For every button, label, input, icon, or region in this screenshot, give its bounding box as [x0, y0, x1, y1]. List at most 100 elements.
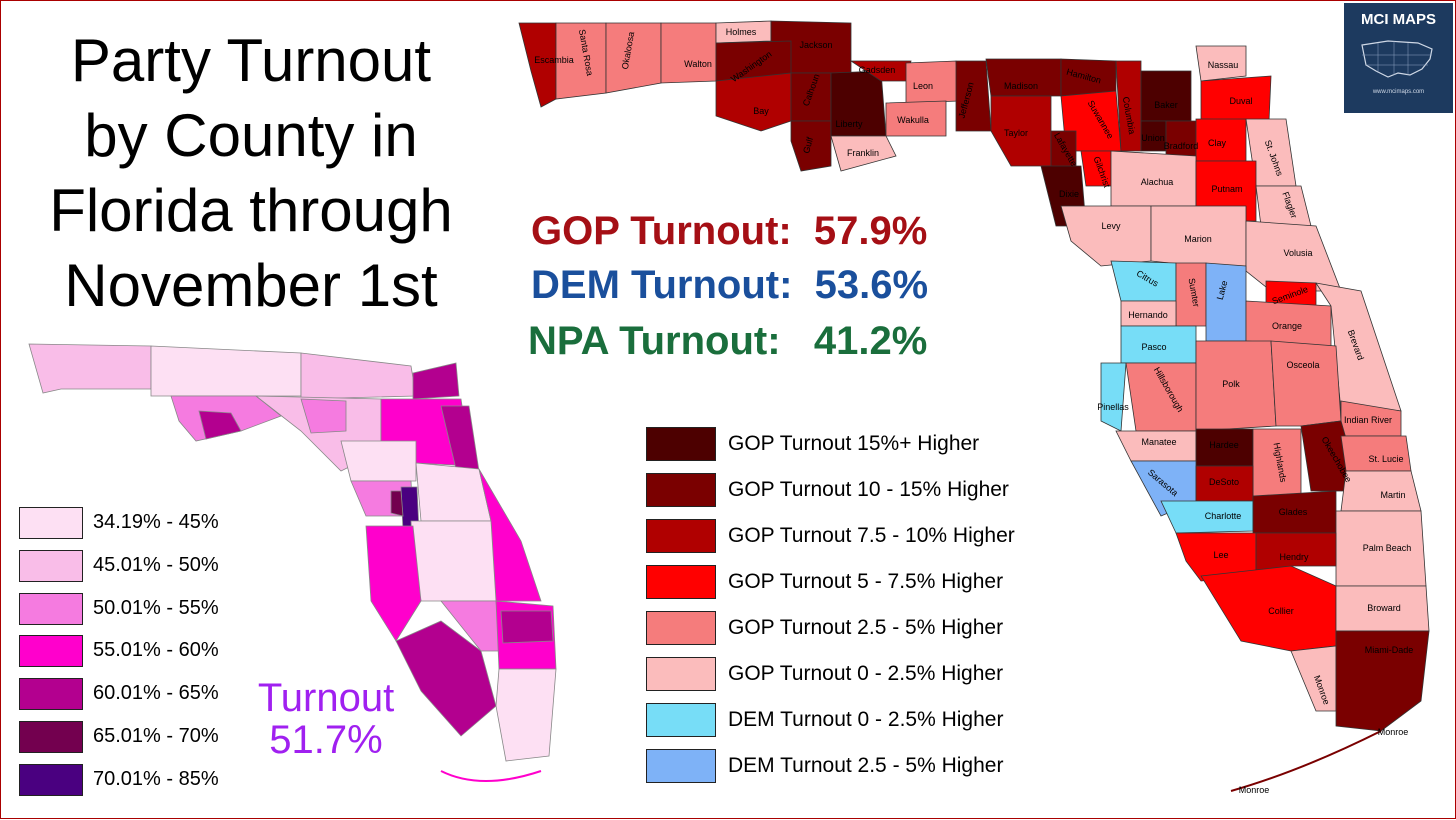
county-label: Dixie [1059, 189, 1079, 199]
county-wakulla [885, 100, 947, 137]
legend-label: 50.01% - 55% [93, 597, 219, 619]
county-label: Hernando [1128, 310, 1168, 320]
legend-swatch [646, 611, 716, 645]
county-label: Liberty [835, 119, 863, 129]
legend-label: GOP Turnout 5 - 7.5% Higher [728, 570, 1004, 593]
county-label: Duval [1229, 96, 1252, 106]
county-label: Monroe [1378, 727, 1409, 737]
legend-label: 34.19% - 45% [93, 511, 219, 533]
legend-label: 60.01% - 65% [93, 682, 219, 704]
county-label: Bay [753, 106, 769, 116]
legend-swatch [19, 507, 83, 539]
map-martin [500, 610, 554, 644]
overall-turnout-value: 51.7% [269, 718, 383, 762]
map-bay-area [198, 410, 242, 440]
legend-label: 70.01% - 85% [93, 768, 219, 790]
map-broward-dade [495, 668, 557, 762]
county-label: Indian River [1344, 415, 1392, 425]
county-label: Pasco [1141, 342, 1166, 352]
legend-label: 45.01% - 50% [93, 554, 219, 576]
county-label: Marion [1184, 234, 1212, 244]
county-gulf [790, 120, 832, 172]
county-label: Sumter [1187, 277, 1202, 307]
title-line-1: Party Turnout [70, 27, 432, 94]
county-label: Lee [1213, 550, 1228, 560]
county-label: Madison [1004, 81, 1038, 91]
legend-label: GOP Turnout 15%+ Higher [728, 432, 980, 455]
us-map-icon [1361, 40, 1433, 78]
title-line-4: November 1st [64, 252, 438, 319]
county-baker [1140, 70, 1192, 122]
county-label: Clay [1208, 138, 1227, 148]
county-label: St. Lucie [1368, 454, 1403, 464]
title-line-2: by County in [84, 102, 418, 169]
map-tampa-bay [365, 525, 422, 642]
map-keys-chain [1230, 730, 1382, 792]
county-label: Osceola [1286, 360, 1319, 370]
county-label: Broward [1367, 603, 1401, 613]
map-leon-area [300, 398, 347, 434]
map-panhandle-west [28, 343, 152, 394]
county-label: Volusia [1283, 248, 1312, 258]
county-label: Orange [1272, 321, 1302, 331]
county-bay [715, 72, 792, 132]
county-label: Monroe [1239, 785, 1270, 795]
map-citrus [390, 490, 404, 517]
county-label: Bradford [1164, 141, 1199, 151]
legend-label: DEM Turnout 0 - 2.5% Higher [728, 708, 1004, 731]
county-label: Wakulla [897, 115, 929, 125]
county-miami-dade [1335, 630, 1430, 732]
county-taylor [990, 95, 1052, 167]
county-label: Putnam [1211, 184, 1242, 194]
county-levy [1060, 205, 1152, 267]
gop-turnout-stat: GOP Turnout: 57.9% [531, 209, 928, 253]
county-walton [660, 22, 717, 84]
title-line-3: Florida through [49, 177, 453, 244]
legend-swatch [646, 565, 716, 599]
logo-url: www.mcimaps.com [1372, 89, 1425, 95]
county-label: Pinellas [1097, 402, 1129, 412]
legend-swatch [646, 657, 716, 691]
county-label: Nassau [1208, 60, 1239, 70]
county-label: Martin [1380, 490, 1405, 500]
county-label: Collier [1268, 606, 1294, 616]
page-title: Party Turnout by County in Florida throu… [11, 23, 491, 323]
county-escambia [518, 22, 557, 108]
legend-swatch [646, 703, 716, 737]
county-label: Walton [684, 59, 712, 69]
overall-turnout-label: Turnout [257, 676, 395, 720]
county-label: Charlotte [1205, 511, 1242, 521]
county-osceola [1270, 340, 1342, 427]
legend-label: GOP Turnout 10 - 15% Higher [728, 478, 1009, 501]
county-label: Glades [1279, 507, 1308, 517]
legend-swatch [19, 550, 83, 582]
county-pinellas [1100, 362, 1127, 432]
legend-label: GOP Turnout 7.5 - 10% Higher [728, 524, 1015, 547]
county-label: Alachua [1141, 177, 1174, 187]
county-label: Franklin [847, 148, 879, 158]
county-franklin [830, 135, 897, 172]
county-label: Levy [1101, 221, 1121, 231]
legend-swatch [646, 427, 716, 461]
legend-swatch [646, 749, 716, 783]
county-nassau [1195, 45, 1247, 82]
county-label: Polk [1222, 379, 1240, 389]
mci-maps-logo: MCI MAPS www.mcimaps.com [1344, 3, 1453, 113]
county-label: Lake [1215, 279, 1230, 300]
county-label: Gadsden [859, 65, 896, 75]
map-keys [440, 770, 542, 782]
dem-turnout-stat: DEM Turnout: 53.6% [531, 263, 929, 307]
legend-swatch [19, 764, 83, 796]
county-label: Leon [913, 81, 933, 91]
county-label: Hendry [1279, 552, 1309, 562]
npa-turnout-stat: NPA Turnout: 41.2% [528, 319, 928, 363]
map-alachua-area [340, 440, 417, 482]
county-label: Baker [1154, 100, 1178, 110]
logo-text: MCI MAPS [1361, 11, 1436, 28]
legend-swatch [19, 635, 83, 667]
county-label: Taylor [1004, 128, 1028, 138]
county-label: Gulf [801, 135, 815, 154]
county-label: Union [1141, 133, 1165, 143]
